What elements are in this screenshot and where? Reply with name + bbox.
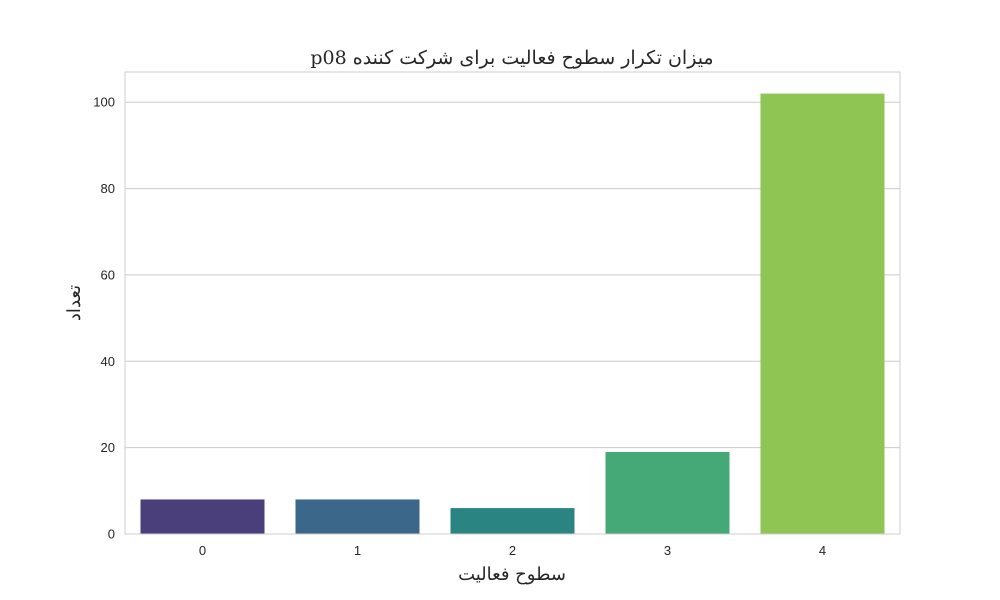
y-tick-label: 40 (101, 354, 115, 369)
y-tick-label: 60 (101, 267, 115, 282)
y-tick-label: 20 (101, 440, 115, 455)
y-tick-label: 100 (93, 95, 115, 110)
bars (140, 93, 885, 535)
x-tick-label: 4 (819, 543, 826, 558)
x-tick-labels: 0 1 2 3 4 (199, 543, 826, 558)
bar-2 (450, 508, 575, 534)
x-tick-label: 3 (664, 543, 671, 558)
x-tick-label: 1 (354, 543, 361, 558)
x-tick-label: 2 (509, 543, 516, 558)
y-tick-labels: 0 20 40 60 80 100 (93, 95, 115, 542)
bar-0 (140, 499, 265, 534)
bar-4 (760, 93, 885, 535)
y-axis-label: تعداد (64, 285, 85, 321)
x-tick-label: 0 (199, 543, 206, 558)
y-tick-label: 80 (101, 181, 115, 196)
x-axis-label: سطوح فعالیت (458, 564, 566, 585)
y-tick-label: 0 (108, 527, 115, 542)
bar-1 (295, 499, 420, 534)
chart-title: میزان تکرار سطوح فعالیت برای شرکت کننده … (310, 47, 713, 69)
plot-frame (124, 71, 901, 535)
bar-3 (605, 451, 730, 534)
